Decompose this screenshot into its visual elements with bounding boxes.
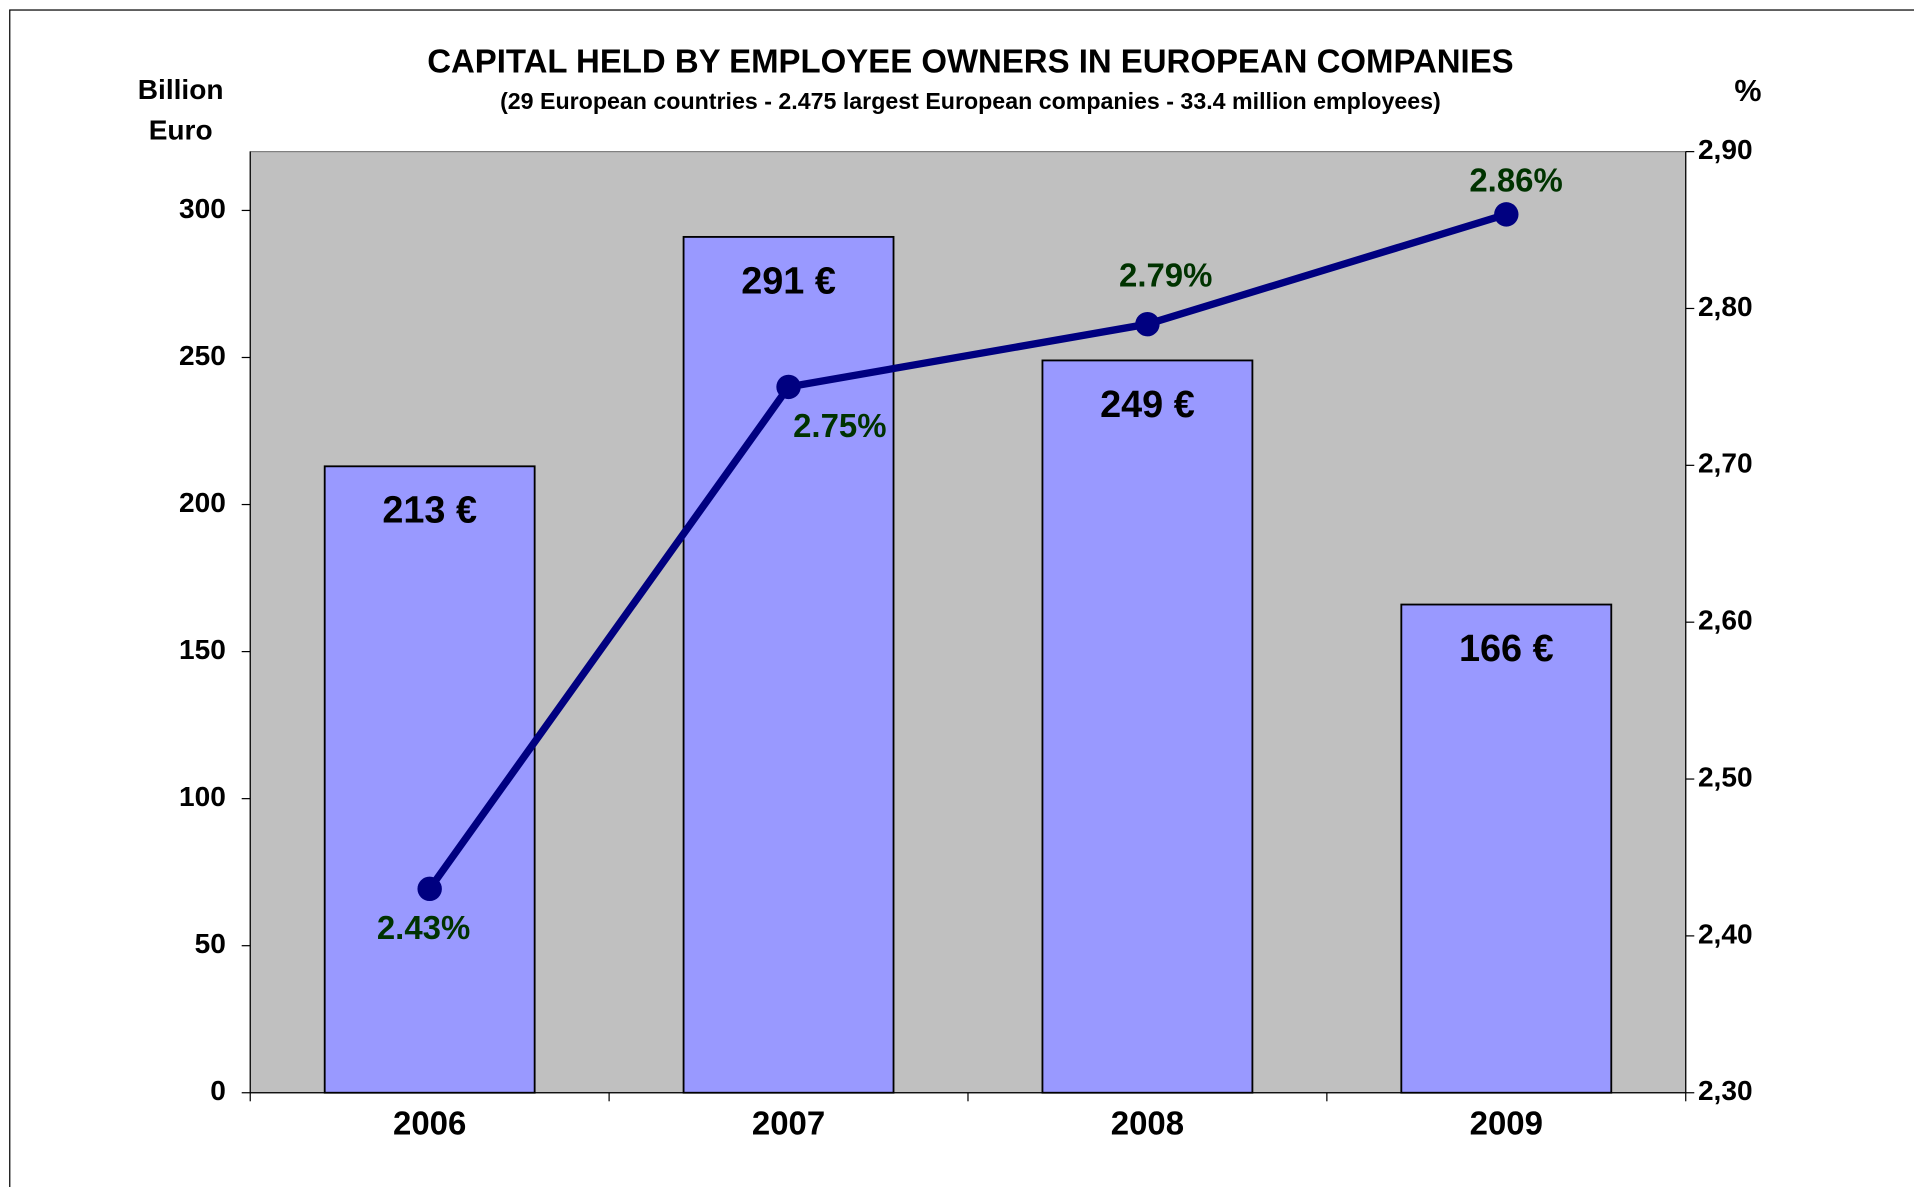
line-value-label: 2.43% bbox=[377, 909, 470, 946]
bar bbox=[682, 235, 895, 1094]
bar bbox=[1041, 359, 1254, 1094]
chart-frame bbox=[9, 9, 1914, 1187]
y2-tick-label: 2,80 bbox=[1698, 291, 1753, 322]
bar-value-label: 291 € bbox=[741, 260, 836, 302]
y-tick-label: 250 bbox=[179, 340, 226, 371]
y-tick-label: 200 bbox=[179, 487, 226, 518]
line-marker bbox=[1135, 311, 1160, 337]
x-tick-label: 2009 bbox=[1470, 1104, 1543, 1141]
line-marker bbox=[1494, 202, 1519, 227]
x-tick-label: 2006 bbox=[393, 1104, 466, 1141]
y-tick-label: 150 bbox=[179, 634, 226, 665]
y-tick-label: 50 bbox=[195, 928, 226, 959]
bar-value-label: 249 € bbox=[1100, 384, 1195, 426]
y2-tick-label: 2,30 bbox=[1698, 1075, 1753, 1106]
chart-subtitle: (29 European countries - 2.475 largest E… bbox=[500, 88, 1441, 114]
bar-value-label: 213 € bbox=[382, 490, 477, 532]
y2-tick-label: 2,60 bbox=[1698, 605, 1753, 636]
y-tick-label: 0 bbox=[210, 1075, 226, 1106]
y2-tick-label: 2,90 bbox=[1698, 134, 1753, 165]
x-tick-label: 2008 bbox=[1111, 1104, 1184, 1141]
y-tick-label: 100 bbox=[179, 781, 226, 812]
bar bbox=[1400, 603, 1613, 1094]
chart-title: CAPITAL HELD BY EMPLOYEE OWNERS IN EUROP… bbox=[427, 42, 1513, 79]
y2-axis-label: % bbox=[1734, 74, 1761, 108]
y2-tick-label: 2,70 bbox=[1698, 448, 1753, 479]
y-axis-label: Billion bbox=[138, 74, 224, 105]
bar bbox=[323, 465, 536, 1094]
line bbox=[426, 210, 1508, 891]
y2-tick-label: 2,40 bbox=[1698, 918, 1753, 949]
line-value-label: 2.79% bbox=[1119, 256, 1212, 293]
bar-value-label: 166 € bbox=[1459, 628, 1554, 670]
y2-tick-label: 2,50 bbox=[1698, 761, 1753, 792]
y-tick-label: 300 bbox=[179, 193, 226, 224]
line-value-label: 2.86% bbox=[1469, 161, 1562, 198]
line-marker bbox=[776, 374, 801, 400]
y-axis-label: Euro bbox=[149, 115, 213, 146]
line-value-label: 2.75% bbox=[793, 407, 886, 444]
line-marker bbox=[417, 876, 442, 902]
x-tick-label: 2007 bbox=[752, 1104, 825, 1141]
